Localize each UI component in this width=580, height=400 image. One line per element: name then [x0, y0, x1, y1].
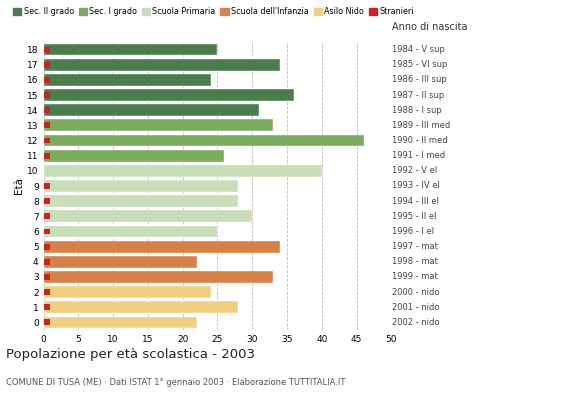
Text: Anno di nascita: Anno di nascita — [392, 22, 467, 32]
Bar — [44, 289, 50, 295]
Bar — [44, 107, 50, 113]
Text: COMUNE DI TUSA (ME) · Dati ISTAT 1° gennaio 2003 · Elaborazione TUTTITALIA.IT: COMUNE DI TUSA (ME) · Dati ISTAT 1° genn… — [6, 378, 345, 387]
Bar — [44, 122, 50, 128]
Bar — [44, 92, 50, 98]
Bar — [44, 62, 50, 68]
Bar — [44, 59, 280, 71]
Bar — [44, 244, 50, 250]
Text: 1999 - mat: 1999 - mat — [392, 272, 437, 282]
Bar — [44, 316, 197, 328]
Bar — [44, 153, 50, 159]
Text: 1984 - V sup: 1984 - V sup — [392, 45, 444, 54]
Text: 1996 - I el: 1996 - I el — [392, 227, 434, 236]
Bar — [44, 198, 50, 204]
Y-axis label: Età: Età — [14, 178, 24, 194]
Bar — [44, 138, 50, 144]
Bar — [44, 74, 211, 86]
Bar — [44, 89, 294, 101]
Text: 1992 - V el: 1992 - V el — [392, 166, 437, 175]
Text: Popolazione per età scolastica - 2003: Popolazione per età scolastica - 2003 — [6, 348, 255, 361]
Legend: Sec. II grado, Sec. I grado, Scuola Primaria, Scuola dell'Infanzia, Asilo Nido, : Sec. II grado, Sec. I grado, Scuola Prim… — [10, 4, 417, 20]
Text: 1991 - I med: 1991 - I med — [392, 151, 445, 160]
Bar — [44, 226, 218, 237]
Bar — [44, 304, 50, 310]
Bar — [44, 44, 218, 56]
Text: 1998 - mat: 1998 - mat — [392, 257, 437, 266]
Bar — [44, 256, 197, 268]
Bar — [44, 228, 50, 234]
Text: 1997 - mat: 1997 - mat — [392, 242, 437, 251]
Bar — [44, 135, 364, 146]
Bar — [44, 213, 50, 219]
Bar — [44, 259, 50, 265]
Bar — [44, 271, 273, 283]
Text: 2001 - nido: 2001 - nido — [392, 303, 439, 312]
Bar — [44, 165, 322, 177]
Bar — [44, 150, 224, 162]
Bar — [44, 286, 211, 298]
Text: 2000 - nido: 2000 - nido — [392, 288, 439, 297]
Text: 1988 - I sup: 1988 - I sup — [392, 106, 441, 115]
Bar — [44, 274, 50, 280]
Text: 1993 - IV el: 1993 - IV el — [392, 182, 440, 190]
Bar — [44, 301, 238, 313]
Bar — [44, 77, 50, 83]
Text: 1994 - III el: 1994 - III el — [392, 197, 438, 206]
Bar — [44, 195, 238, 207]
Text: 1985 - VI sup: 1985 - VI sup — [392, 60, 447, 69]
Bar — [44, 104, 259, 116]
Bar — [44, 210, 252, 222]
Bar — [44, 241, 280, 252]
Bar — [44, 120, 273, 131]
Text: 1986 - III sup: 1986 - III sup — [392, 75, 446, 84]
Text: 2002 - nido: 2002 - nido — [392, 318, 439, 327]
Bar — [44, 180, 238, 192]
Text: 1987 - II sup: 1987 - II sup — [392, 90, 444, 100]
Bar — [44, 47, 50, 52]
Bar — [44, 183, 50, 189]
Text: 1990 - II med: 1990 - II med — [392, 136, 447, 145]
Text: 1989 - III med: 1989 - III med — [392, 121, 450, 130]
Bar — [44, 320, 50, 325]
Text: 1995 - II el: 1995 - II el — [392, 212, 436, 221]
